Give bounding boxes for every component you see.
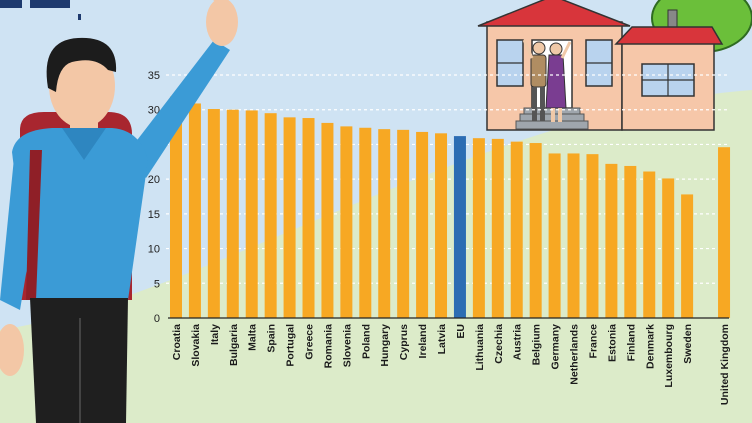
couple-figures [522, 39, 572, 122]
category-label: Estonia [606, 324, 618, 362]
category-label: Sweden [682, 324, 694, 364]
category-label: Bulgaria [228, 324, 240, 366]
bar-sweden [681, 194, 694, 318]
y-tick-label: 20 [148, 174, 160, 186]
bar-lithuania [472, 138, 485, 318]
bar-france [586, 154, 599, 318]
category-label: Greece [304, 324, 316, 360]
bar-czechia [491, 138, 504, 318]
y-tick-label: 5 [154, 278, 160, 290]
person-illustration [0, 0, 238, 423]
y-tick-label: 10 [148, 244, 160, 256]
category-label: Poland [360, 324, 372, 359]
category-labels: Croatia Slovakia Italy Bulgaria Malta Spain Po… [171, 324, 731, 405]
category-label: Croatia [171, 324, 183, 360]
bar-ireland [416, 131, 429, 318]
bar-chart: 05101520253035 CroatiaSlovakiaItalyBulga… [148, 70, 731, 405]
category-label: Slovenia [341, 324, 353, 367]
category-label: Luxembourg [663, 324, 675, 388]
bar-spain [264, 113, 277, 318]
house-illustration [477, 0, 752, 131]
category-label: Cyprus [398, 324, 410, 360]
category-label: Lithuania [474, 324, 486, 371]
title-fragment [0, 0, 81, 20]
bar-croatia [170, 96, 182, 318]
bar-germany [548, 153, 561, 318]
bar-slovakia [188, 103, 201, 318]
y-tick-label: 0 [154, 313, 160, 325]
y-axis-ticks: 05101520253035 [148, 70, 160, 325]
category-label: Spain [266, 324, 278, 353]
bar-portugal [283, 117, 296, 318]
bars [170, 96, 731, 319]
bar-slovenia [340, 126, 353, 319]
bar-malta [245, 110, 258, 318]
category-label: France [587, 324, 599, 359]
bar-denmark [643, 171, 656, 318]
bar-greece [302, 118, 315, 318]
bar-netherlands [567, 153, 580, 318]
bar-luxembourg [662, 178, 675, 318]
category-label: Austria [512, 324, 524, 360]
bar-romania [321, 122, 334, 318]
bar-eu [453, 136, 466, 318]
category-label: Denmark [644, 324, 656, 369]
bar-italy [207, 109, 220, 319]
bar-hungary [378, 129, 391, 318]
y-tick-label: 35 [148, 70, 160, 82]
bar-estonia [605, 163, 618, 318]
category-label: Slovakia [190, 324, 202, 367]
bar-latvia [435, 133, 448, 318]
y-tick-label: 30 [148, 105, 160, 117]
category-label: Netherlands [569, 324, 581, 385]
bar-united-kingdom [718, 147, 731, 318]
category-label: Portugal [285, 324, 297, 367]
category-label: Romania [322, 324, 334, 369]
category-label: Latvia [436, 324, 448, 355]
category-label: Belgium [531, 324, 543, 365]
bar-finland [624, 165, 637, 318]
bar-belgium [529, 143, 542, 318]
category-label: Malta [247, 324, 259, 351]
category-label: EU [455, 324, 467, 339]
category-label: Germany [550, 324, 562, 370]
category-label: Hungary [379, 324, 391, 367]
bar-austria [510, 141, 523, 318]
bar-bulgaria [226, 109, 239, 318]
bar-poland [359, 127, 372, 318]
y-tick-label: 15 [148, 209, 160, 221]
bar-cyprus [397, 129, 410, 318]
category-label: Italy [209, 324, 221, 345]
category-label: United Kingdom [719, 324, 731, 405]
category-label: Ireland [417, 324, 429, 358]
category-label: Czechia [493, 324, 505, 364]
category-label: Finland [625, 324, 637, 361]
hill-background [0, 90, 752, 423]
